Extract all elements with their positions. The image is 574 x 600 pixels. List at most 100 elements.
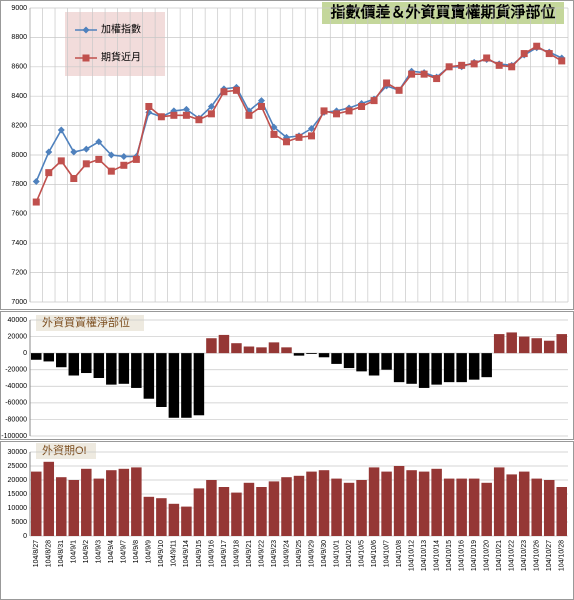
bar [93,478,105,536]
bar [456,478,467,536]
bar [356,480,367,536]
marker [95,155,103,163]
bar [331,353,342,364]
x-tick-label: 104/10/15 [446,540,453,571]
bar [293,353,305,356]
marker [270,130,278,138]
x-tick-label: 104/9/16 [208,540,215,567]
bar [406,470,417,536]
x-tick-label: 104/9/14 [183,540,190,567]
y-tick-label: -40000 [5,383,27,390]
x-tick-label: 104/8/31 [58,540,65,567]
bar [318,353,330,358]
bar [281,347,292,354]
marker [370,97,378,105]
bar [31,353,42,360]
chart-title: 外資買賣權淨部位 [42,315,130,329]
y-tick-label: 7000 [11,299,27,306]
y-tick-label: 7600 [11,211,27,218]
bar [68,480,80,536]
bar [343,353,355,369]
y-tick-label: 8800 [11,34,27,41]
bar [368,353,380,376]
bar [131,467,142,536]
marker [195,116,203,124]
bar [431,468,442,536]
marker [495,61,503,69]
x-tick-label: 104/9/4 [108,540,115,563]
bar [331,478,342,536]
bar [418,353,430,388]
x-tick-label: 104/9/1 [71,540,78,563]
x-tick-label: 104/10/22 [509,540,516,571]
bar [106,470,117,536]
bar [443,353,455,383]
y-tick-label: 0 [23,533,27,540]
x-tick-label: 104/9/10 [158,540,165,567]
marker [257,97,265,105]
bar [343,482,355,536]
x-tick-label: 104/10/5 [358,540,365,567]
bar [231,343,242,354]
bar [168,503,180,536]
bar [168,353,180,418]
marker [345,107,353,115]
x-tick-label: 104/10/2 [346,540,353,567]
marker [132,155,140,163]
bar [156,353,167,407]
marker [458,61,466,69]
bar [56,353,67,368]
y-tick-label: -20000 [5,367,27,374]
x-tick-label: 104/10/13 [421,540,428,571]
marker [545,50,553,58]
bar [443,478,455,536]
legend-label: 期貨近月 [101,51,141,64]
bar [368,467,380,536]
bar [306,353,317,354]
bar [256,487,267,536]
bar [468,353,480,380]
bar [43,353,55,362]
y-tick-label: 10000 [8,505,28,512]
bar [268,342,280,354]
marker [420,70,428,78]
bar [118,468,130,536]
bar [556,334,567,354]
bar [393,466,405,536]
bar [243,346,255,354]
x-tick-label: 104/10/8 [396,540,403,567]
bar [118,353,130,384]
x-tick-label: 104/10/6 [371,540,378,567]
bar [518,471,530,536]
bar [418,471,430,536]
bar [481,482,492,536]
bar [218,487,230,536]
bar [106,353,117,385]
bar [43,461,55,536]
marker [45,169,53,177]
x-tick-label: 104/10/19 [471,540,478,571]
bar [543,480,555,536]
x-tick-label: 104/10/1 [333,540,340,567]
marker [358,102,366,110]
y-tick-label: 7200 [11,269,27,276]
marker [232,86,240,94]
bar [506,474,517,536]
marker [145,102,153,110]
x-tick-label: 104/9/30 [321,540,328,567]
y-tick-label: 8000 [11,152,27,159]
marker [483,54,491,62]
x-tick-label: 104/10/23 [521,540,528,571]
marker [308,132,316,140]
legend-box [65,12,165,76]
legend-label: 加權指數 [101,23,141,36]
x-tick-label: 104/10/12 [408,540,415,571]
y-tick-label: 8400 [11,93,27,100]
y-tick-label: 40000 [8,317,28,324]
x-tick-label: 104/9/8 [133,540,140,563]
marker [70,175,78,183]
bar [393,353,405,383]
bar [456,353,467,383]
bar [31,471,42,536]
marker [533,42,541,50]
